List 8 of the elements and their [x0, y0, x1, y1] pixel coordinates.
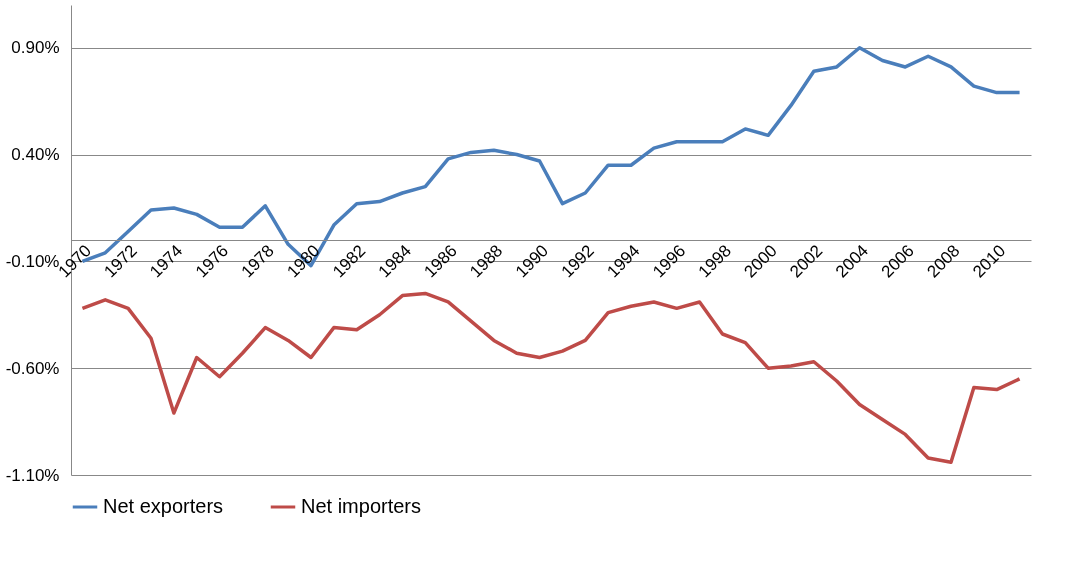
y-tick-label: 0.90% — [11, 38, 60, 58]
y-tick-label: -0.10% — [5, 251, 60, 271]
y-tick-label: -1.10% — [5, 465, 60, 485]
legend-label: Net importers — [301, 495, 422, 517]
legend-label: Net exporters — [103, 495, 224, 517]
line-series — [80, 291, 1022, 464]
y-tick-label: 0.40% — [11, 145, 60, 165]
y-tick-label: -0.60% — [5, 358, 60, 378]
